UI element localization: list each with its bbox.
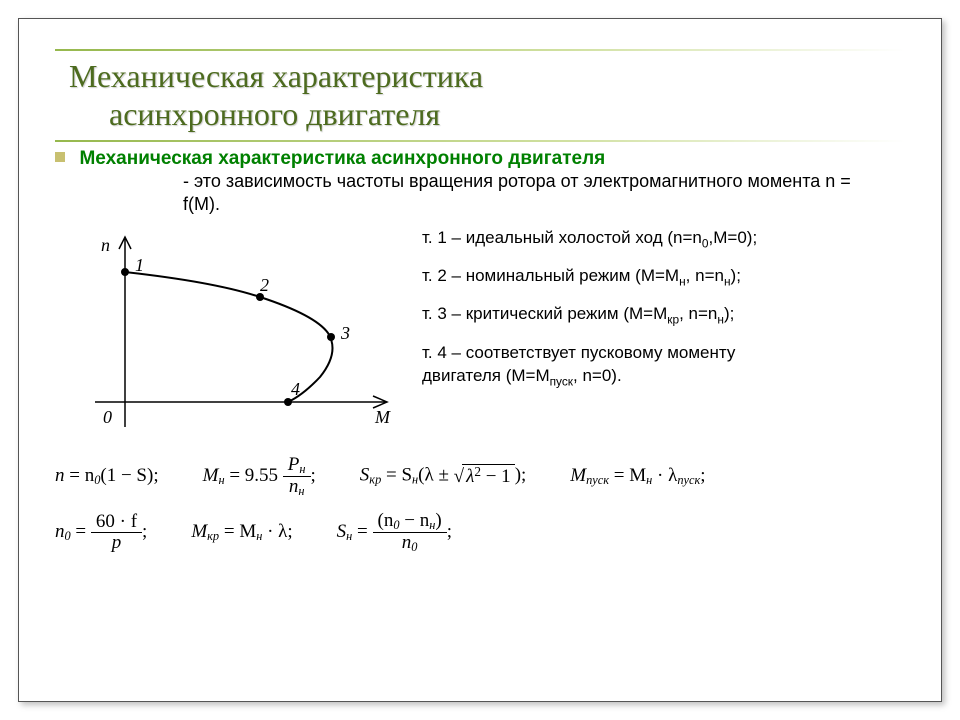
pt4-label: 4: [291, 379, 300, 400]
content-row: n M 0 1 2 3 4 т. 1 – идеальный холостой …: [55, 227, 905, 447]
pt1-label: 1: [135, 255, 144, 276]
axis-m-label: M: [375, 407, 390, 428]
definition-text: - это зависимость частоты вращения ротор…: [183, 170, 865, 217]
subtitle-text: Механическая характеристика асинхронного…: [79, 148, 605, 169]
origin-label: 0: [103, 407, 112, 428]
formula-Sn: Sн = (n0 − nн) n0 ;: [337, 511, 452, 554]
formula-n0: n0 = 60 · f p ;: [55, 512, 147, 553]
graph-svg: [65, 227, 405, 447]
bottom-rule: [55, 140, 905, 142]
main-title: Механическая характеристика асинхронного…: [55, 57, 905, 134]
point-4-desc: т. 4 – соответствует пусковому моменту д…: [422, 342, 905, 389]
point-2-desc: т. 2 – номинальный режим (M=Mн, n=nн);: [422, 265, 905, 289]
formula-row-2: n0 = 60 · f p ; Mкр = Mн · λ; Sн = (n0 −…: [55, 511, 905, 554]
title-block: Механическая характеристика асинхронного…: [55, 49, 905, 142]
bullet-icon: [55, 152, 65, 162]
formula-Mn: Mн = 9.55 Pн nн ;: [203, 455, 316, 498]
formulas-block: n = n0(1 − S); Mн = 9.55 Pн nн ; Sкр = S…: [55, 455, 905, 555]
formula-Mkr: Mкр = Mн · λ;: [191, 521, 292, 544]
point-1-desc: т. 1 – идеальный холостой ход (n=n0,M=0)…: [422, 227, 905, 251]
subtitle-row: Механическая характеристика асинхронного…: [55, 148, 905, 170]
title-line-1: Механическая характеристика: [69, 58, 483, 94]
formula-Mpusk: Mпуск = Mн · λпуск;: [570, 465, 705, 488]
top-rule: [55, 49, 905, 51]
mechanical-characteristic-graph: n M 0 1 2 3 4: [65, 227, 405, 447]
pt2-label: 2: [260, 275, 269, 296]
pt3-label: 3: [341, 323, 350, 344]
formula-n: n = n0(1 − S);: [55, 465, 159, 488]
formula-Skr: Sкр = Sн(λ ± √λ2 − 1);: [360, 464, 527, 488]
description-column: т. 1 – идеальный холостой ход (n=n0,M=0)…: [410, 227, 905, 447]
formula-row-1: n = n0(1 − S); Mн = 9.55 Pн nн ; Sкр = S…: [55, 455, 905, 498]
point-3-desc: т. 3 – критический режим (M=Mкр, n=nн);: [422, 303, 905, 327]
slide-frame: Механическая характеристика асинхронного…: [18, 18, 942, 702]
axis-n-label: n: [101, 235, 110, 256]
graph-column: n M 0 1 2 3 4: [55, 227, 410, 447]
title-line-2: асинхронного двигателя: [109, 96, 440, 132]
